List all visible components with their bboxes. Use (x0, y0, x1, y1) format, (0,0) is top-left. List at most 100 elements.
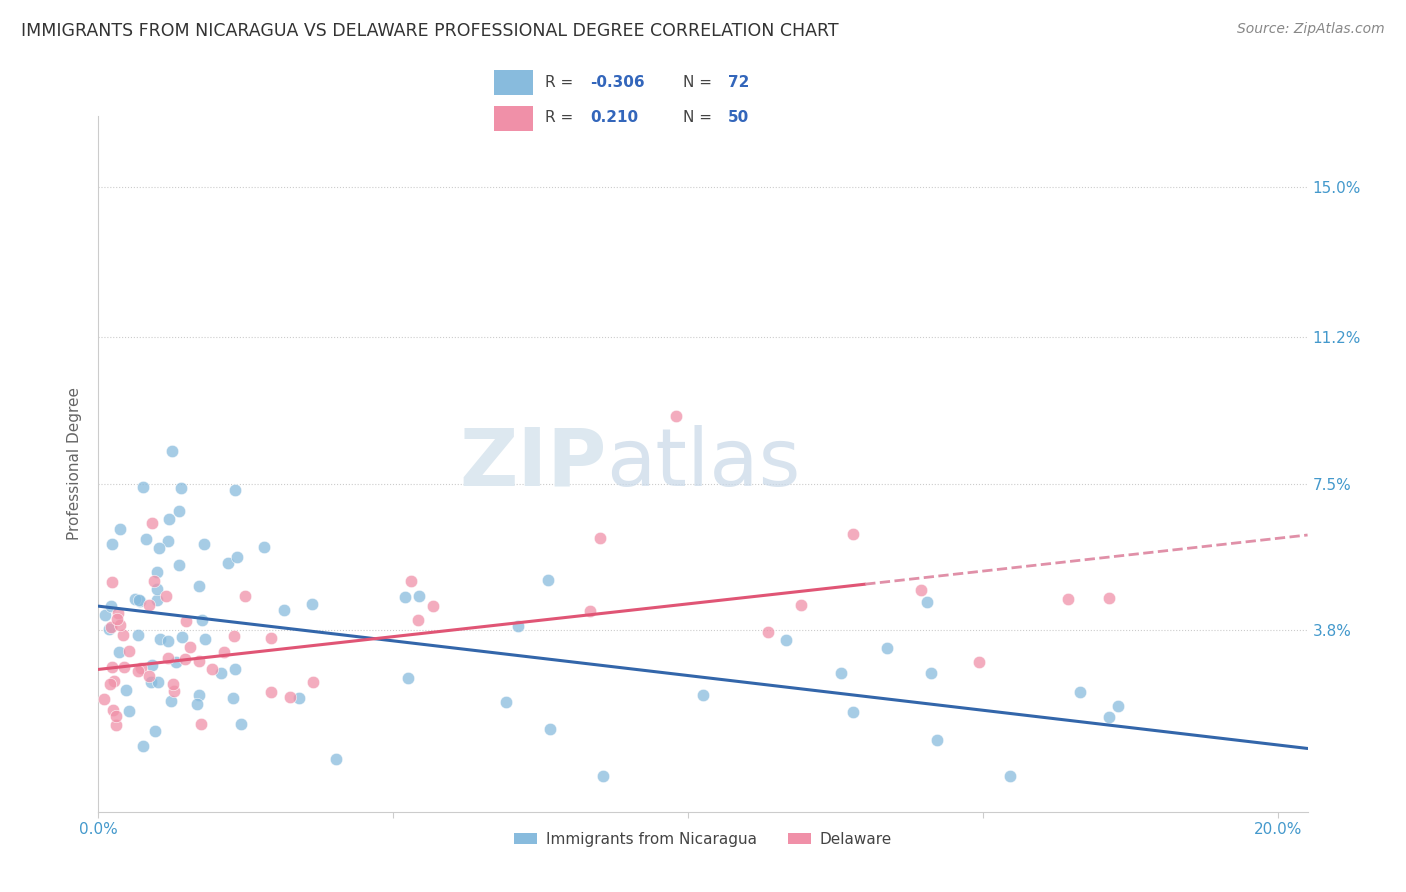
Text: ZIP: ZIP (458, 425, 606, 503)
Point (399, 574, 422, 588)
Point (915, 595, 938, 609)
Point (920, 665, 942, 680)
Point (408, 613, 430, 627)
Point (141, 674, 163, 689)
Point (112, 660, 135, 674)
Point (155, 589, 177, 603)
Point (179, 640, 201, 654)
Point (146, 566, 169, 580)
Point (108, 522, 131, 536)
Point (105, 708, 128, 723)
Point (148, 541, 170, 555)
Point (162, 677, 184, 691)
Bar (494, 70, 533, 95)
Point (842, 526, 865, 541)
Point (170, 630, 193, 644)
Point (226, 549, 249, 564)
Point (927, 732, 949, 747)
Point (325, 752, 347, 766)
Point (273, 603, 295, 617)
Point (156, 651, 179, 665)
Point (170, 481, 193, 495)
Text: 50: 50 (728, 111, 749, 125)
Point (579, 604, 602, 618)
Point (103, 674, 125, 689)
Point (259, 685, 281, 699)
Point (127, 628, 149, 642)
Text: R =: R = (546, 111, 578, 125)
Point (422, 599, 444, 613)
Point (217, 556, 239, 570)
Point (187, 688, 209, 702)
Point (115, 682, 138, 697)
Point (186, 698, 208, 712)
Point (111, 628, 134, 642)
Point (589, 531, 612, 545)
Point (665, 409, 688, 424)
Text: Source: ZipAtlas.com: Source: ZipAtlas.com (1237, 22, 1385, 37)
Point (495, 695, 517, 709)
Point (174, 652, 197, 666)
Point (193, 537, 215, 551)
Point (97, 622, 120, 636)
Text: R =: R = (546, 76, 578, 90)
Point (148, 674, 170, 689)
Point (538, 722, 561, 736)
Point (876, 640, 898, 655)
Point (224, 662, 246, 676)
Text: N =: N = (683, 76, 717, 90)
Point (167, 558, 190, 572)
Point (214, 645, 236, 659)
Point (149, 632, 172, 646)
Point (224, 483, 246, 498)
Text: N =: N = (683, 111, 717, 125)
Point (108, 618, 131, 632)
Point (302, 675, 325, 690)
Point (222, 629, 245, 643)
Point (138, 668, 160, 682)
Point (157, 634, 180, 648)
Bar (494, 105, 533, 130)
Point (233, 589, 256, 603)
Point (159, 694, 181, 708)
Point (537, 574, 560, 588)
Point (692, 688, 714, 702)
Point (191, 613, 214, 627)
Point (260, 632, 283, 646)
Text: atlas: atlas (606, 425, 800, 503)
Point (117, 644, 139, 658)
Point (107, 606, 129, 620)
Point (775, 632, 797, 647)
Point (100, 620, 122, 634)
Point (252, 540, 274, 554)
Point (163, 684, 186, 698)
Text: IMMIGRANTS FROM NICARAGUA VS DELAWARE PROFESSIONAL DEGREE CORRELATION CHART: IMMIGRANTS FROM NICARAGUA VS DELAWARE PR… (21, 22, 839, 40)
Point (93, 691, 115, 706)
Point (222, 690, 245, 705)
Point (162, 443, 184, 458)
Point (1069, 684, 1091, 698)
Point (288, 691, 311, 706)
Point (229, 717, 252, 731)
Point (174, 615, 197, 629)
Point (1107, 698, 1129, 713)
Point (592, 769, 614, 783)
Point (190, 717, 212, 731)
Point (1057, 592, 1080, 607)
Point (201, 663, 224, 677)
Point (998, 769, 1021, 783)
Point (408, 589, 430, 603)
Point (143, 723, 166, 738)
Point (132, 739, 155, 753)
Point (100, 599, 122, 613)
Point (830, 666, 852, 681)
Point (756, 624, 779, 639)
Text: 0.210: 0.210 (591, 111, 638, 125)
Point (94, 607, 117, 622)
Point (143, 574, 166, 589)
Point (278, 690, 301, 704)
Point (101, 537, 124, 551)
Point (506, 619, 529, 633)
Point (146, 582, 169, 596)
Point (157, 533, 180, 548)
